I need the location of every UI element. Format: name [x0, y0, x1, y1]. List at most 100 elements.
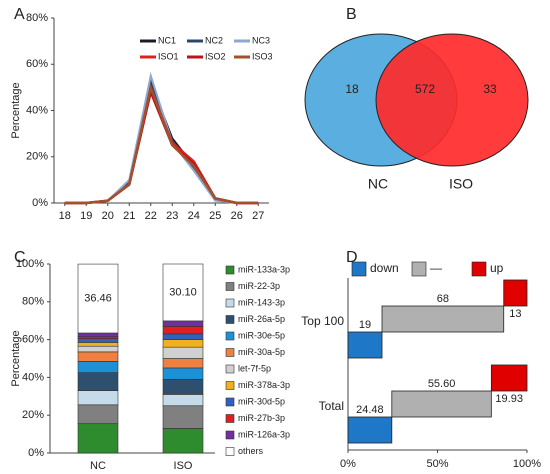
- y-tick-label: 100%: [16, 258, 44, 270]
- bar-segment: [77, 361, 119, 373]
- bar-segment: [77, 345, 119, 353]
- bar-segment: [490, 364, 528, 392]
- y-axis-label: Percentage: [10, 330, 22, 386]
- bar-segment: [77, 351, 119, 362]
- bar-segment: [162, 263, 204, 322]
- bar-segment: [162, 320, 204, 327]
- value-label: 68: [437, 293, 449, 305]
- line: [64, 76, 259, 204]
- y-tick-label: 40%: [22, 371, 44, 383]
- legend-swatch: [225, 447, 235, 456]
- value-label: 30.10: [169, 286, 197, 298]
- legend-swatch: [225, 265, 235, 275]
- panel-label: B: [346, 6, 357, 23]
- set-label: NC: [368, 176, 388, 192]
- legend-label: miR-378a-3p: [238, 380, 290, 390]
- value-label: 24.48: [356, 404, 384, 416]
- legend-swatch: [225, 315, 235, 324]
- legend-label: NC3: [252, 35, 270, 45]
- legend-swatch: [225, 331, 235, 341]
- x-tick-label: 27: [252, 210, 264, 222]
- y-tick-label: 60%: [22, 334, 44, 346]
- legend-label: miR-143-3p: [238, 297, 285, 307]
- x-tick-label: 20: [102, 210, 114, 222]
- line: [64, 82, 259, 205]
- bar-segment: [77, 423, 119, 454]
- y-tick-label: 0%: [32, 197, 48, 209]
- legend-label: miR-126a-3p: [238, 429, 290, 439]
- venn-count: 18: [345, 82, 359, 96]
- legend-swatch: [225, 381, 235, 390]
- x-tick-label: 50%: [426, 458, 448, 470]
- legend-label: miR-30a-5p: [238, 347, 285, 357]
- bar-segment: [381, 305, 505, 333]
- value-label: 19: [359, 319, 371, 331]
- value-label: 19.93: [495, 393, 523, 405]
- legend-swatch: [225, 282, 235, 291]
- set-label: ISO: [449, 176, 473, 192]
- legend-swatch: [225, 430, 235, 440]
- x-tick-label: 24: [188, 210, 200, 222]
- bar-segment: [162, 333, 204, 340]
- y-tick-label: 60%: [26, 58, 48, 70]
- bar-segment: [162, 367, 204, 380]
- bar-segment: [162, 358, 204, 369]
- bar-segment: [347, 416, 393, 444]
- bar-segment: [77, 372, 119, 391]
- x-tick-label: NC: [90, 460, 106, 472]
- legend-swatch: [351, 261, 367, 277]
- bar-segment: [162, 428, 204, 454]
- value-label: 36.46: [84, 292, 112, 304]
- bar-segment: [77, 332, 119, 338]
- bar-segment: [77, 342, 119, 347]
- legend-label: ISO1: [158, 51, 179, 61]
- legend-label: miR-30d-5p: [238, 396, 285, 406]
- x-tick-label: 0%: [340, 458, 356, 470]
- bar-segment: [162, 394, 204, 407]
- y-axis-label: Percentage: [10, 82, 22, 138]
- y-tick-label: 80%: [26, 12, 48, 24]
- legend-label: miR-133a-3p: [238, 264, 290, 274]
- legend-swatch: [225, 298, 235, 308]
- bar-segment: [162, 339, 204, 348]
- y-tick-label: 0%: [28, 447, 44, 459]
- line: [64, 71, 259, 204]
- legend-label: —: [430, 261, 442, 275]
- bar-segment: [503, 279, 528, 307]
- bar-segment: [77, 404, 119, 425]
- y-tick-label: 20%: [26, 151, 48, 163]
- y-tick-label: 40%: [26, 104, 48, 116]
- x-tick-label: 19: [80, 210, 92, 222]
- venn-count: 572: [415, 82, 435, 96]
- legend-label: ISO2: [205, 51, 226, 61]
- legend-swatch: [411, 261, 427, 277]
- panel-label: A: [14, 6, 25, 23]
- legend-label: others: [238, 446, 264, 456]
- bar-segment: [77, 263, 119, 334]
- legend-label: miR-27b-3p: [238, 413, 285, 423]
- legend-swatch: [225, 397, 235, 407]
- legend-label: NC2: [205, 35, 223, 45]
- legend-swatch: [225, 364, 235, 374]
- panel-label: D: [346, 249, 358, 266]
- bar-segment: [77, 338, 119, 343]
- x-tick-label: ISO: [174, 460, 193, 472]
- value-label: 55.60: [428, 378, 456, 390]
- value-label: 13: [509, 308, 521, 320]
- legend-label: down: [370, 261, 399, 275]
- bar-segment: [162, 405, 204, 429]
- y-tick-label: Top 100: [301, 314, 344, 328]
- legend-label: miR-22-3p: [238, 281, 280, 291]
- y-tick-label: 80%: [22, 296, 44, 308]
- legend-swatch: [471, 261, 487, 277]
- venn-set: [375, 33, 529, 167]
- x-tick-label: 26: [231, 210, 243, 222]
- x-tick-label: 23: [166, 210, 178, 222]
- bar-segment: [347, 331, 383, 359]
- bar-segment: [162, 378, 204, 395]
- x-tick-label: 100%: [513, 458, 541, 470]
- legend-label: miR-30e-5p: [238, 330, 285, 340]
- x-tick-label: 25: [209, 210, 221, 222]
- x-tick-label: 21: [123, 210, 135, 222]
